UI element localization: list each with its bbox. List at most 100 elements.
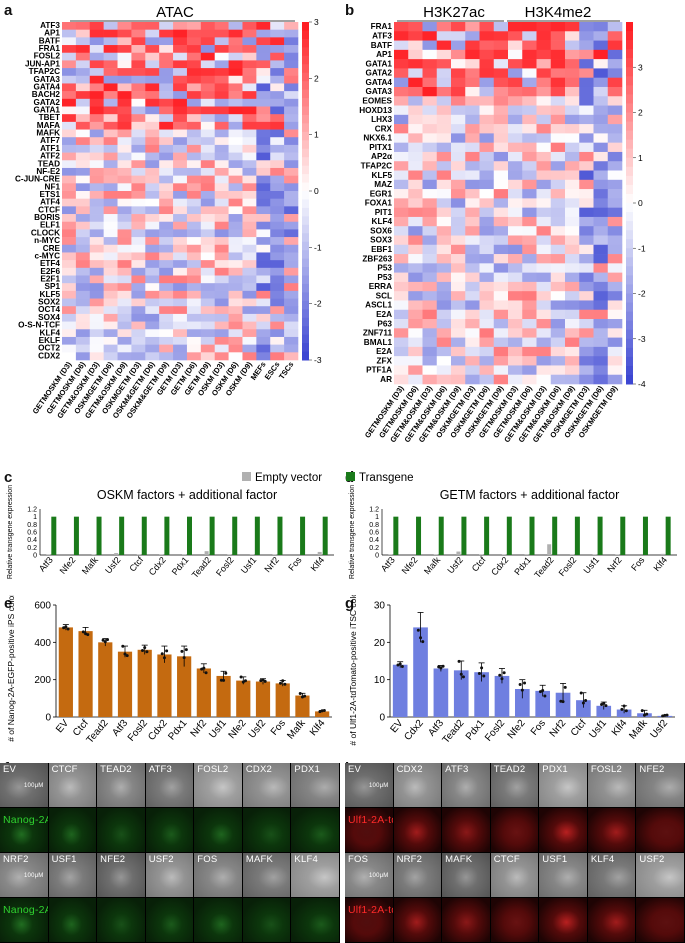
- heatmap-cell: [479, 59, 495, 69]
- heatmap-cell: [103, 160, 118, 169]
- scale-segment: [626, 221, 633, 231]
- heatmap-cell: [493, 49, 509, 60]
- heatmap-cell: [451, 40, 466, 51]
- heatmap-cell: [228, 75, 243, 84]
- fluorescence-image: Ulf1-2A-tdTomato: [345, 808, 393, 852]
- heatmap-cell: [228, 45, 243, 54]
- heatmap-cell: [508, 105, 523, 116]
- heatmap-cell: [214, 167, 229, 176]
- heatmap-cell: [117, 106, 132, 115]
- heatmap-cell: [408, 309, 423, 320]
- replicate-dot: [219, 678, 223, 682]
- heatmap-cell: [422, 86, 438, 97]
- x-tick-label: Nfe2: [58, 555, 78, 576]
- heatmap-cell: [607, 263, 623, 273]
- heatmap-cell: [493, 272, 509, 283]
- heatmap-cell: [145, 321, 160, 330]
- heatmap-cell: [579, 281, 594, 292]
- heatmap-cell: [565, 105, 580, 116]
- heatmap-cell: [550, 356, 566, 366]
- scale-segment: [626, 166, 633, 177]
- heatmap-cell: [479, 319, 495, 329]
- scale-tick-label: -1: [314, 242, 322, 252]
- brightfield-image: PDX1: [539, 763, 587, 807]
- heatmap-cell: [607, 133, 623, 143]
- heatmap-cell: [270, 22, 285, 30]
- heatmap-cell: [200, 244, 216, 253]
- heatmap-cell: [186, 283, 202, 292]
- heatmap-row-label: E2A: [376, 347, 392, 356]
- heatmap-cell: [186, 237, 202, 246]
- colony-bar: [137, 649, 152, 717]
- micrograph-label: ATF3: [148, 764, 173, 775]
- legend-label-empty: Empty vector: [255, 472, 322, 484]
- heatmap-cell: [408, 133, 423, 143]
- heatmap-cell: [214, 306, 229, 315]
- heatmap-cell: [465, 105, 480, 116]
- heatmap-cell: [451, 356, 466, 366]
- heatmap-cell: [550, 40, 566, 51]
- fluorescence-image: Nanog-2A-EGFP: [0, 808, 48, 852]
- scale-segment: [626, 248, 633, 258]
- heatmap-cell: [89, 321, 104, 330]
- replicate-dot: [279, 681, 283, 685]
- heatmap-cell: [408, 374, 423, 385]
- heatmap-cell: [579, 189, 594, 199]
- heatmap-cell: [493, 235, 509, 246]
- scale-segment: [626, 103, 633, 113]
- reporter-label: Nanog-2A-EGFP: [3, 904, 48, 916]
- x-tick-label: Ctcf: [470, 554, 488, 573]
- heatmap-cell: [394, 179, 409, 190]
- heatmap-cell: [256, 37, 271, 46]
- heatmap-cell: [579, 86, 594, 97]
- heatmap-cell: [394, 124, 409, 134]
- heatmap-cell: [451, 272, 466, 283]
- heatmap-cell: [200, 22, 216, 30]
- heatmap-cell: [62, 121, 77, 130]
- heatmap-cell: [242, 260, 257, 269]
- heatmap-cell: [256, 198, 271, 207]
- heatmap-cell: [200, 214, 216, 223]
- heatmap-cell: [62, 160, 77, 169]
- heatmap-cell: [479, 207, 495, 218]
- heatmap-cell: [408, 346, 423, 357]
- heatmap-cell: [62, 336, 77, 345]
- heatmap-cell: [242, 221, 257, 230]
- heatmap-cell: [75, 206, 91, 215]
- heatmap-cell: [242, 336, 257, 345]
- heatmap-cell: [62, 298, 77, 307]
- panel-label-a: a: [4, 2, 13, 19]
- heatmap-cell: [522, 31, 537, 41]
- heatmap-cell: [522, 365, 537, 376]
- heatmap-cell: [173, 260, 188, 269]
- heatmap-cell: [465, 365, 480, 376]
- heatmap-cell: [565, 31, 580, 41]
- heatmap-cell: [579, 337, 594, 348]
- heatmap-cell: [214, 75, 229, 84]
- fluorescence-image: [291, 898, 339, 942]
- y-tick-label: 20: [374, 638, 386, 649]
- heatmap-cell: [117, 183, 132, 192]
- x-tick-label: Fos: [286, 554, 304, 572]
- heatmap-cell: [607, 244, 623, 255]
- heatmap-cell: [214, 229, 229, 238]
- x-tick-label: Usf2: [247, 718, 269, 741]
- heatmap-cell: [408, 189, 423, 199]
- heatmap-cell: [75, 183, 91, 192]
- heatmap-cell: [159, 267, 174, 276]
- bar-transgene: [552, 516, 558, 555]
- heatmap-cell: [62, 244, 77, 253]
- bar-transgene: [119, 516, 125, 555]
- x-tick-label: Klf4: [308, 718, 328, 739]
- scale-segment: [302, 98, 309, 107]
- heatmap-row-label: MAFK: [36, 129, 60, 138]
- heatmap-cell: [394, 319, 409, 329]
- brightfield-image: NRF2 100μM: [0, 853, 48, 897]
- heatmap-cell: [579, 179, 594, 190]
- heatmap-cell: [493, 77, 509, 88]
- replicate-dot: [602, 701, 606, 705]
- heatmap-cell: [593, 356, 609, 366]
- heatmap-cell: [465, 272, 480, 283]
- brightfield-image: TEAD2: [490, 763, 539, 807]
- reporter-label: Nanog-2A-EGFP: [3, 814, 48, 826]
